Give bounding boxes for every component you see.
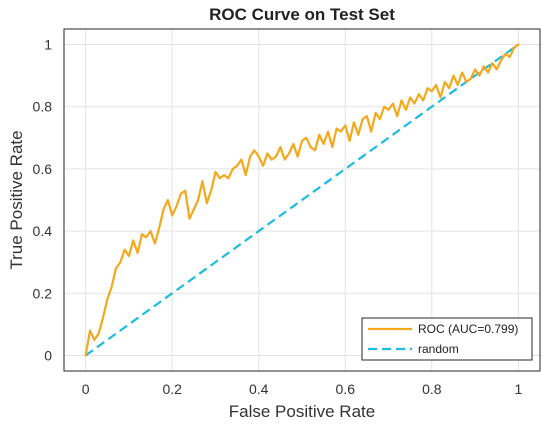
series-line-roc-auc-0-799 xyxy=(84,43,520,357)
series-line-random xyxy=(84,43,520,357)
y-tick-label: 0.8 xyxy=(33,99,53,115)
x-tick-label: 0.4 xyxy=(249,381,269,397)
plot-frame xyxy=(63,28,541,372)
legend: ROC (AUC=0.799) random xyxy=(361,317,533,361)
tick-labels: 0 0.2 0.4 0.6 0.8 1 0 0.2 0.4 0.6 0.8 1 xyxy=(33,37,523,397)
y-tick-label: 1 xyxy=(44,37,52,53)
y-tick-label: 0.6 xyxy=(33,161,53,177)
chart-title: ROC Curve on Test Set xyxy=(209,5,395,24)
x-tick-label: 0 xyxy=(82,381,90,397)
y-axis-label: True Positive Rate xyxy=(7,130,26,269)
x-tick-label: 0.8 xyxy=(422,381,442,397)
y-tick-label: 0.2 xyxy=(33,285,53,301)
x-tick-label: 0.6 xyxy=(336,381,356,397)
legend-label-random: random xyxy=(418,342,459,356)
x-tick-label: 0.2 xyxy=(162,381,182,397)
legend-box xyxy=(361,317,533,361)
y-tick-label: 0 xyxy=(44,347,52,363)
x-tick-label: 1 xyxy=(514,381,522,397)
y-tick-label: 0.4 xyxy=(33,223,53,239)
series-lines xyxy=(84,43,520,357)
legend-label-roc: ROC (AUC=0.799) xyxy=(418,322,518,336)
x-axis-label: False Positive Rate xyxy=(229,402,375,421)
